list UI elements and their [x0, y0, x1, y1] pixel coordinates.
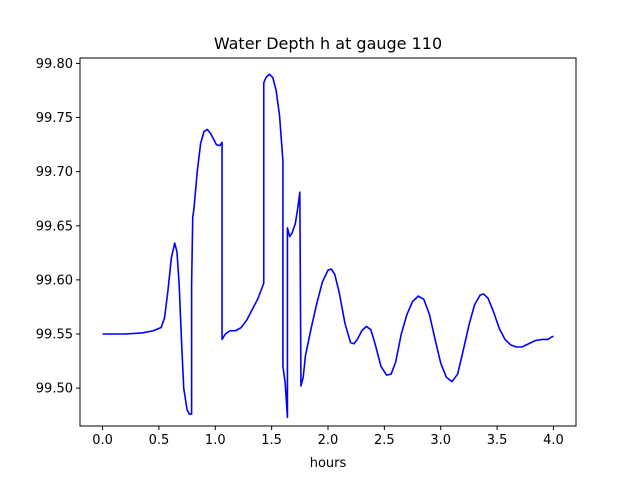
y-tick-label: 99.55 — [36, 328, 73, 343]
x-tick-label: 3.5 — [487, 433, 508, 448]
y-axis-ticks: 99.50 99.55 99.60 99.65 99.70 99.75 99.80 — [36, 57, 80, 397]
chart-title: Water Depth h at gauge 110 — [214, 34, 442, 53]
y-tick-label: 99.50 — [36, 382, 73, 397]
x-tick-label: 1.5 — [261, 433, 282, 448]
series-line — [102, 73, 554, 419]
x-tick-label: 1.0 — [205, 433, 226, 448]
y-tick-label: 99.80 — [36, 57, 73, 72]
x-tick-label: 0.5 — [149, 433, 170, 448]
y-tick-label: 99.75 — [36, 111, 73, 126]
y-tick-label: 99.60 — [36, 273, 73, 288]
x-axis-title: hours — [310, 456, 347, 471]
plot-area — [102, 73, 554, 419]
x-tick-label: 0.0 — [92, 433, 113, 448]
x-tick-label: 2.5 — [374, 433, 395, 448]
axes-frame — [79, 57, 577, 427]
y-tick-label: 99.70 — [36, 165, 73, 180]
y-tick-label: 99.65 — [36, 219, 73, 234]
x-tick-label: 3.0 — [430, 433, 451, 448]
x-tick-label: 4.0 — [543, 433, 564, 448]
x-axis-ticks: 0.0 0.5 1.0 1.5 2.0 2.5 3.0 3.5 4.0 — [92, 426, 564, 448]
x-tick-label: 2.0 — [318, 433, 339, 448]
